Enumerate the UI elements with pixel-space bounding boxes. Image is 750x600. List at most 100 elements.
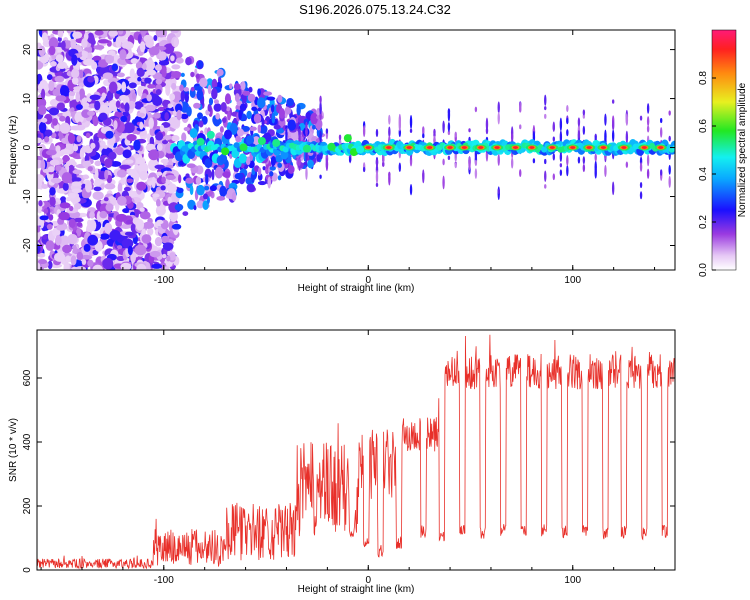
spectrogram-cell bbox=[54, 75, 65, 83]
spectrogram-cell bbox=[433, 128, 436, 136]
spectrogram-cell bbox=[552, 121, 556, 132]
spectrogram-cell bbox=[454, 131, 457, 138]
spectrogram-cell bbox=[179, 84, 184, 92]
spectrogram-cell bbox=[39, 215, 49, 221]
spectrogram-cell bbox=[136, 112, 146, 118]
spectrogram-cell bbox=[37, 262, 41, 270]
spectrogram-cell bbox=[155, 89, 162, 95]
spectrogram-cell bbox=[165, 174, 176, 180]
spectrogram-cell bbox=[43, 208, 49, 214]
spectrogram-cell bbox=[211, 88, 218, 100]
spectrogram-cell bbox=[126, 134, 137, 142]
spectrogram-cell bbox=[147, 227, 154, 236]
spectrogram-cell bbox=[382, 161, 385, 167]
spectrogram-cell bbox=[153, 34, 158, 42]
spectrogram-cell bbox=[76, 228, 82, 237]
spectrogram-cell bbox=[145, 143, 157, 152]
spectrogram-cell bbox=[94, 168, 99, 181]
spectrogram-cell bbox=[158, 60, 170, 66]
spectrogram-cell bbox=[510, 157, 514, 169]
spectrogram-cell bbox=[160, 158, 169, 164]
spectrogram-cell bbox=[69, 205, 74, 212]
spectrogram-cell bbox=[89, 219, 97, 232]
spectrogram-cell bbox=[145, 104, 156, 112]
spectrogram-cell bbox=[45, 240, 55, 251]
spectrogram-cell bbox=[257, 124, 262, 134]
spectrogram-cell bbox=[312, 124, 316, 130]
spectrogram-cell bbox=[442, 175, 445, 190]
spectrogram-cell bbox=[123, 186, 131, 192]
spectrogram-cell bbox=[162, 242, 174, 251]
spectrogram-cell bbox=[160, 185, 166, 191]
spectrogram-cell bbox=[59, 202, 71, 209]
spectrogram-cell bbox=[236, 128, 245, 137]
spectrogram-cell bbox=[611, 129, 615, 142]
spectrogram-cell bbox=[566, 104, 569, 113]
spectrogram-cell bbox=[266, 96, 276, 101]
spectrogram-cell bbox=[325, 128, 329, 134]
spectrogram-cell bbox=[94, 30, 104, 36]
spectrogram-cell bbox=[180, 90, 186, 102]
spectrogram-cell bbox=[166, 183, 177, 194]
spectrogram-cell bbox=[81, 38, 88, 49]
spectrogram-cell bbox=[285, 128, 288, 140]
spectrogram-cell bbox=[74, 124, 86, 131]
spectrogram-cell bbox=[45, 149, 57, 156]
spectrogram-cell bbox=[196, 89, 204, 101]
spectrogram-cell bbox=[38, 45, 46, 57]
spectrogram-cell bbox=[115, 146, 124, 156]
spectrogram-cell bbox=[409, 184, 413, 196]
spectrogram-cell bbox=[148, 30, 158, 33]
spectrogram-cell bbox=[62, 244, 72, 254]
spectrogram-cell bbox=[195, 73, 200, 79]
spectrogram-cell bbox=[207, 84, 212, 95]
spectrogram-cell bbox=[167, 196, 172, 205]
spectrogram-cell bbox=[134, 244, 147, 256]
spectrogram-cell bbox=[61, 40, 66, 51]
spectrogram-cell bbox=[582, 109, 586, 116]
spectrogram-cell bbox=[142, 221, 155, 229]
spectrogram-cell bbox=[549, 146, 555, 149]
spectrogram-cell bbox=[48, 80, 55, 92]
spectrogram-cell bbox=[532, 158, 536, 164]
spectrogram-cell bbox=[171, 91, 183, 103]
spectrogram-cell bbox=[103, 105, 110, 114]
spectrogram-cell bbox=[175, 57, 184, 64]
spectrogram-cell bbox=[48, 107, 60, 116]
spectrogram-cell bbox=[71, 68, 80, 79]
spectrogram-cell bbox=[37, 225, 41, 233]
spectrogram-cell bbox=[302, 144, 311, 153]
spectrogram-cell bbox=[58, 235, 70, 246]
spectrogram-cell bbox=[257, 88, 261, 96]
spectrogram-cell bbox=[167, 103, 173, 109]
spectrogram-cell bbox=[251, 106, 258, 111]
spectrogram-cell bbox=[120, 262, 132, 270]
spectrogram-cell bbox=[41, 32, 48, 42]
spectrogram-cell bbox=[197, 112, 203, 120]
spectrogram-cell bbox=[552, 136, 556, 142]
spectrogram-cell bbox=[119, 49, 127, 61]
spectrogram-cell bbox=[90, 142, 96, 149]
spectrogram-cell bbox=[544, 94, 547, 106]
spectrogram-cell bbox=[442, 120, 445, 134]
spectrogram-cell bbox=[594, 167, 597, 179]
spectrogram-cell bbox=[319, 174, 322, 179]
spectrogram-cell bbox=[447, 130, 451, 136]
spectrogram-cell bbox=[47, 260, 53, 270]
spectrogram-cell bbox=[245, 156, 251, 166]
x-tick-label: -100 bbox=[154, 575, 174, 586]
spectrogram-cell bbox=[99, 210, 108, 219]
spectrogram-cell bbox=[170, 30, 179, 34]
spectrogram-cell bbox=[59, 122, 71, 134]
spectrogram-cell bbox=[142, 62, 147, 70]
spectrogram-cell bbox=[226, 106, 231, 112]
spectrogram-cell bbox=[442, 158, 445, 166]
y-tick-label: 200 bbox=[22, 497, 33, 514]
spectrogram-cell bbox=[117, 30, 124, 35]
spectrogram-cell bbox=[186, 106, 192, 117]
spectrogram-cell bbox=[56, 61, 68, 69]
spectrogram-cell bbox=[136, 263, 147, 270]
spectrogram-cell bbox=[104, 183, 116, 190]
spectrogram-cell bbox=[57, 36, 62, 42]
spectrogram-cell bbox=[104, 169, 109, 180]
